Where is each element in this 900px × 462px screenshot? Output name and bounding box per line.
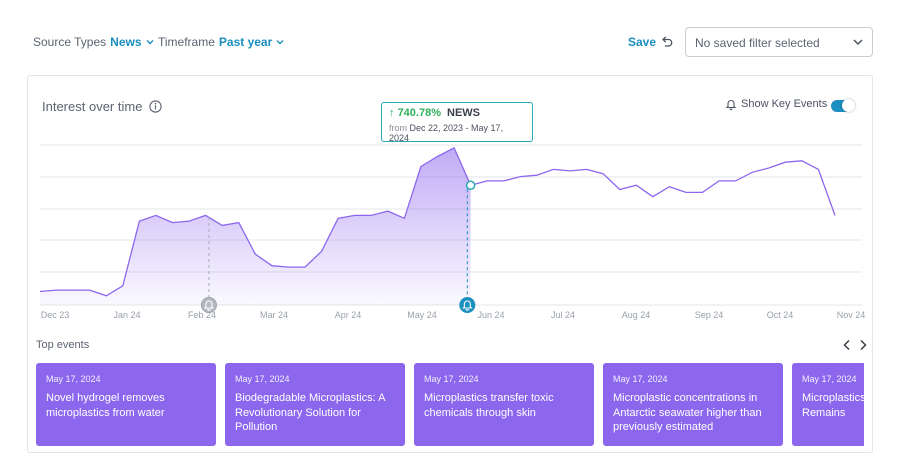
- source-types-filter[interactable]: Source Types News: [33, 35, 154, 49]
- event-date: May 17, 2024: [424, 374, 479, 384]
- x-tick-label: Jul 24: [551, 310, 575, 320]
- saved-filter-value: No saved filter selected: [695, 36, 820, 50]
- x-tick-label: Jun 24: [477, 310, 504, 320]
- event-title: Novel hydrogel removes microplastics fro…: [46, 392, 165, 419]
- chart-title-text: Interest over time: [42, 99, 143, 114]
- event-date: May 17, 2024: [802, 374, 857, 384]
- event-date: May 17, 2024: [46, 374, 101, 384]
- event-date: May 17, 2024: [613, 374, 668, 384]
- timeframe-filter[interactable]: Timeframe Past year: [158, 35, 284, 49]
- event-title: Microplastic concentrations in Antarctic…: [613, 392, 762, 433]
- tooltip-from: from: [389, 123, 407, 133]
- event-card[interactable]: May 17, 2024 Microplastic concentrations …: [603, 363, 783, 446]
- x-tick-label: Mar 24: [260, 310, 288, 320]
- x-tick-label: Jan 24: [113, 310, 140, 320]
- events-strip: May 17, 2024 Novel hydrogel removes micro…: [36, 363, 864, 446]
- timeframe-label: Timeframe: [158, 35, 215, 49]
- chevron-down-icon: [853, 39, 863, 46]
- area-fill: [40, 147, 471, 305]
- tooltip-range: Dec 22, 2023 - May 17, 2024: [389, 123, 504, 143]
- save-button[interactable]: Save: [628, 35, 657, 49]
- chart-title: Interest over time: [42, 99, 163, 114]
- interest-card: Interest over time Show Key Events: [27, 75, 873, 453]
- x-tick-label: Aug 24: [622, 310, 651, 320]
- series-line: [39, 147, 836, 297]
- x-tick-label: Sep 24: [695, 310, 724, 320]
- chevron-down-icon: [276, 40, 284, 45]
- tooltip-change: ↑ 740.78%: [389, 107, 441, 119]
- show-key-events-label: Show Key Events: [741, 98, 828, 110]
- top-events-label: Top events: [36, 339, 90, 351]
- key-event-bell-icon[interactable]: [459, 297, 476, 313]
- event-title: Microplastics Historical Ar Remains: [802, 392, 864, 419]
- saved-filter-select[interactable]: No saved filter selected: [685, 27, 873, 57]
- event-title: Biodegradable Microplastics: A Revolutio…: [235, 392, 385, 433]
- x-tick-label: Oct 24: [767, 310, 794, 320]
- key-event-bell-icon[interactable]: [200, 297, 217, 313]
- event-date: May 17, 2024: [235, 374, 290, 384]
- x-tick-label: Feb 24: [188, 310, 216, 320]
- x-tick-label: May 24: [407, 310, 437, 320]
- chart-tooltip: ↑ 740.78% NEWS from Dec 22, 2023 - May 1…: [381, 102, 533, 143]
- chevron-left-icon[interactable]: [842, 339, 852, 351]
- source-types-label: Source Types: [33, 35, 107, 49]
- interest-chart[interactable]: Dec 23 Jan 24 Feb 24 Mar 24 Apr 24 May 24 Jun …: [0, 0, 900, 335]
- bell-icon: [725, 100, 737, 110]
- x-tick-label: Nov 24: [837, 310, 866, 320]
- events-nav: [842, 339, 868, 351]
- event-card[interactable]: May 17, 2024 Microplastics transfer toxic…: [414, 363, 594, 446]
- show-key-events: Show Key Events: [725, 98, 827, 110]
- timeframe-value: Past year: [218, 35, 273, 49]
- key-events-toggle[interactable]: [831, 99, 855, 112]
- event-title: Microplastics transfer toxic chemicals t…: [424, 392, 554, 419]
- filter-bar: Source Types News Timeframe Past year Sa…: [0, 0, 900, 72]
- undo-icon[interactable]: [660, 34, 674, 48]
- event-card[interactable]: May 17, 2024 Biodegradable Microplastics:…: [225, 363, 405, 446]
- chevron-right-icon[interactable]: [858, 339, 868, 351]
- toggle-knob: [842, 99, 855, 112]
- hover-point: [465, 180, 476, 190]
- tooltip-source: NEWS: [447, 107, 480, 119]
- chevron-down-icon: [146, 40, 154, 45]
- event-card[interactable]: May 17, 2024 Microplastics Historical Ar …: [792, 363, 864, 446]
- event-card[interactable]: May 17, 2024 Novel hydrogel removes micro…: [36, 363, 216, 446]
- x-tick-label: Apr 24: [335, 310, 362, 320]
- info-icon[interactable]: [149, 100, 163, 113]
- x-tick-label: Dec 23: [41, 310, 70, 320]
- source-types-value: News: [110, 35, 142, 49]
- tooltip-change-value: 740.78%: [397, 107, 441, 119]
